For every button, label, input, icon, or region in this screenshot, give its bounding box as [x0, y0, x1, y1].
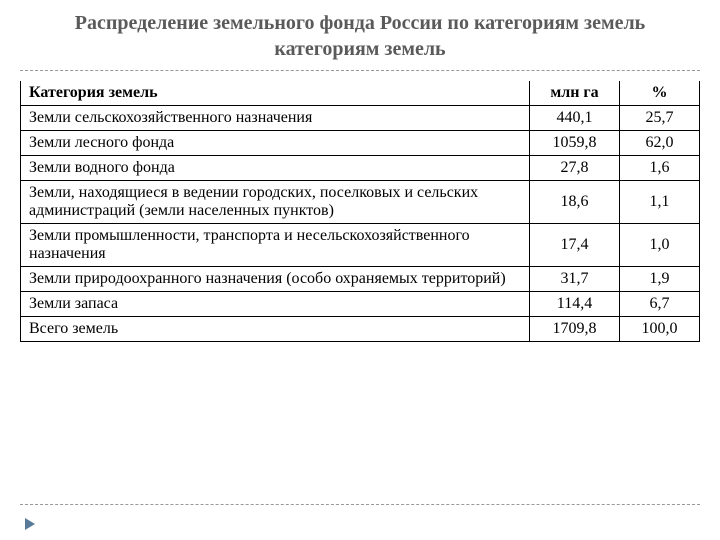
table-header-row: Категория земель млн га % [21, 81, 700, 106]
cell-mln-ha: 17,4 [530, 224, 620, 267]
table-row: Земли сельскохозяйственного назначения 4… [21, 106, 700, 131]
cell-category: Земли запаса [21, 292, 530, 317]
cell-percent: 1,1 [620, 181, 700, 224]
top-divider [20, 70, 700, 71]
cell-category: Земли, находящиеся в ведении городских, … [21, 181, 530, 224]
cell-category: Всего земель [21, 317, 530, 342]
table-row: Земли промышленности, транспорта и несел… [21, 224, 700, 267]
play-icon [25, 518, 35, 530]
cell-category: Земли природоохранного назначения (особо… [21, 267, 530, 292]
page-title: Распределение земельного фонда России по… [20, 10, 700, 62]
cell-mln-ha: 440,1 [530, 106, 620, 131]
table-row: Земли природоохранного назначения (особо… [21, 267, 700, 292]
cell-percent: 1,0 [620, 224, 700, 267]
table-row: Земли лесного фонда 1059,8 62,0 [21, 131, 700, 156]
cell-percent: 1,9 [620, 267, 700, 292]
cell-mln-ha: 18,6 [530, 181, 620, 224]
table-row: Земли водного фонда 27,8 1,6 [21, 156, 700, 181]
cell-percent: 1,6 [620, 156, 700, 181]
cell-percent: 25,7 [620, 106, 700, 131]
table-row: Земли запаса 114,4 6,7 [21, 292, 700, 317]
cell-mln-ha: 1059,8 [530, 131, 620, 156]
cell-percent: 100,0 [620, 317, 700, 342]
col-category: Категория земель [21, 81, 530, 106]
cell-mln-ha: 31,7 [530, 267, 620, 292]
table-row: Всего земель 1709,8 100,0 [21, 317, 700, 342]
col-mln-ha: млн га [530, 81, 620, 106]
cell-mln-ha: 1709,8 [530, 317, 620, 342]
cell-percent: 6,7 [620, 292, 700, 317]
col-percent: % [620, 81, 700, 106]
table-row: Земли, находящиеся в ведении городских, … [21, 181, 700, 224]
cell-category: Земли сельскохозяйственного назначения [21, 106, 530, 131]
cell-mln-ha: 27,8 [530, 156, 620, 181]
land-table: Категория земель млн га % Земли сельскох… [20, 81, 700, 342]
cell-category: Земли лесного фонда [21, 131, 530, 156]
cell-category: Земли водного фонда [21, 156, 530, 181]
cell-category: Земли промышленности, транспорта и несел… [21, 224, 530, 267]
bottom-divider [20, 504, 700, 505]
cell-percent: 62,0 [620, 131, 700, 156]
cell-mln-ha: 114,4 [530, 292, 620, 317]
